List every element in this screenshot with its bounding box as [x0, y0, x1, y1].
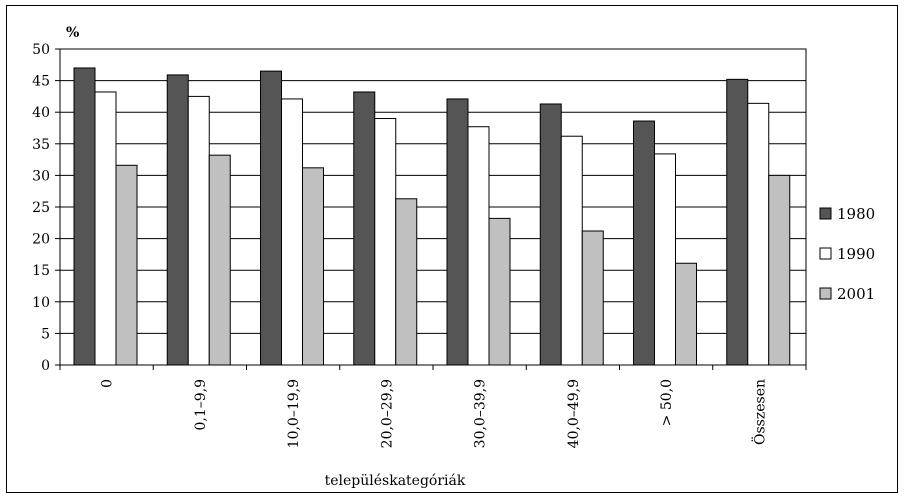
legend-label-2001: 2001 [837, 285, 875, 303]
bar-1990-1 [187, 95, 210, 366]
bar-2001-5 [581, 230, 604, 366]
legend-label-1990: 1990 [837, 245, 875, 263]
bar-1980-3 [353, 91, 376, 366]
x-category-label: Összesen [750, 379, 768, 445]
x-category-label: 10,0–19,9 [286, 379, 302, 448]
x-category-label: 40,0–49,9 [566, 379, 582, 448]
bar-2001-7 [768, 174, 791, 366]
bar-2001-3 [395, 198, 418, 366]
bar-chart: % 0 5 10 15 20 25 30 35 40 45 50 0 0,1–9,9 10,0–19,9… [32, 25, 875, 489]
bar-2001-4 [488, 217, 511, 366]
bar-2001-0 [115, 164, 138, 366]
y-tick-label: 25 [32, 200, 50, 216]
y-tick-label: 30 [32, 168, 50, 184]
y-tick-label: 5 [41, 326, 50, 342]
x-axis-title: településkategóriák [325, 473, 466, 489]
bar-1980-2 [260, 70, 282, 366]
legend: 1980 1990 2001 [819, 205, 875, 303]
y-tick-label: 15 [32, 263, 50, 279]
bar-1990-2 [281, 98, 303, 366]
bar-1980-0 [73, 67, 96, 366]
x-category-label: > 50,0 [659, 379, 675, 426]
x-category-label: 0 [100, 379, 116, 388]
y-tick-label: 20 [32, 232, 50, 248]
y-tick-label: 0 [41, 358, 50, 374]
x-category-label: 20,0–29,9 [379, 379, 395, 448]
bar-2001-2 [302, 167, 324, 366]
bar-1990-4 [467, 126, 490, 366]
legend-swatch-1990 [819, 247, 832, 260]
y-tick-label: 50 [32, 42, 50, 58]
bar-1980-1 [166, 74, 189, 366]
bar-1990-7 [747, 102, 770, 366]
bar-1990-5 [560, 135, 583, 366]
bar-1980-4 [446, 98, 469, 366]
y-tick-label: 40 [32, 105, 50, 121]
bar-2001-1 [208, 154, 231, 366]
legend-label-1980: 1980 [837, 205, 875, 223]
bar-1980-6 [633, 120, 655, 366]
legend-swatch-1980 [819, 207, 832, 220]
y-tick-label: 10 [32, 295, 50, 311]
x-category-label: 0,1–9,9 [193, 379, 209, 431]
x-category-label: 30,0–39,9 [473, 379, 489, 448]
bar-1990-3 [374, 118, 397, 366]
y-tick-label: 35 [32, 137, 50, 153]
bar-1980-5 [539, 103, 562, 366]
chart-frame: % 0 5 10 15 20 25 30 35 40 45 50 0 0,1–9,9 10,0–19,9… [6, 5, 898, 493]
legend-swatch-2001 [819, 287, 832, 300]
bar-2001-6 [675, 262, 697, 366]
bar-1990-6 [654, 153, 676, 366]
y-unit-label: % [66, 25, 79, 41]
bar-1980-7 [726, 78, 749, 366]
y-tick-label: 45 [32, 74, 50, 90]
bar-1990-0 [94, 91, 117, 366]
